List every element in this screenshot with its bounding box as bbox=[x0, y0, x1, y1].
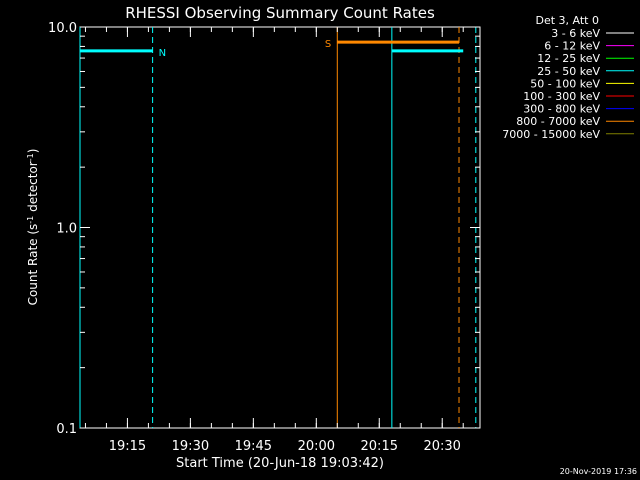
plot-frame bbox=[79, 26, 481, 429]
footer-timestamp: 20-Nov-2019 17:36 bbox=[560, 467, 637, 476]
legend-entry-label: 3 - 6 keV bbox=[551, 27, 600, 40]
legend-entry-label: 300 - 800 keV bbox=[523, 103, 600, 116]
legend-entry-label: 7000 - 15000 keV bbox=[502, 128, 600, 141]
marker-layer bbox=[79, 27, 477, 428]
y-axis-label-main: Count Rate (s bbox=[26, 224, 40, 306]
plot-border bbox=[79, 26, 481, 429]
x-tick-label: 20:15 bbox=[361, 439, 398, 454]
segment-annotation: S bbox=[325, 39, 331, 50]
chart-title: RHESSI Observing Summary Count Rates bbox=[125, 4, 435, 22]
x-tick-label: 19:15 bbox=[109, 439, 146, 454]
y-tick-label: 0.1 bbox=[56, 422, 77, 437]
x-tick-label: 19:30 bbox=[172, 439, 209, 454]
x-tick-label: 19:45 bbox=[235, 439, 272, 454]
y-tick-label: 1.0 bbox=[56, 222, 77, 237]
y-axis-label-mid: detector bbox=[26, 161, 40, 216]
annotation-layer: NS bbox=[159, 39, 332, 59]
y-axis-label-sup-2: -1 bbox=[26, 153, 35, 161]
legend-header: Det 3, Att 0 bbox=[536, 14, 600, 27]
y-tick-label: 10.0 bbox=[48, 21, 77, 36]
legend-entry-label: 12 - 25 keV bbox=[537, 52, 600, 65]
y-axis-label: Count Rate (s-1 detector-1) bbox=[26, 149, 41, 306]
y-axis-label-end: ) bbox=[26, 149, 40, 154]
x-axis-ticks: 19:15 19:30 19:45 20:00 20:15 20:30 bbox=[84, 27, 464, 454]
legend-entry-label: 25 - 50 keV bbox=[537, 65, 600, 78]
legend-entry-label: 100 - 300 keV bbox=[523, 90, 600, 103]
legend-entry-label: 6 - 12 keV bbox=[544, 40, 600, 53]
x-axis-label: Start Time (20-Jun-18 19:03:42) bbox=[176, 456, 384, 471]
legend-entry-label: 50 - 100 keV bbox=[530, 77, 600, 90]
segment-layer bbox=[80, 40, 464, 53]
x-tick-label: 20:00 bbox=[298, 439, 335, 454]
x-tick-label: 20:30 bbox=[423, 439, 460, 454]
legend-entry-label: 800 - 7000 keV bbox=[516, 115, 600, 128]
y-axis-ticks: 0.1 1.0 10.0 bbox=[48, 21, 480, 437]
segment-annotation: N bbox=[159, 48, 166, 59]
y-axis-label-sup-1: -1 bbox=[26, 216, 35, 224]
